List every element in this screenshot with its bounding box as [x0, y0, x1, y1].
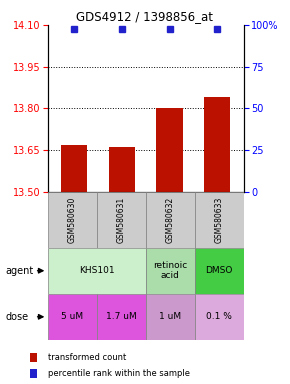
Bar — [61, 145, 87, 192]
Text: percentile rank within the sample: percentile rank within the sample — [48, 369, 190, 378]
Bar — [97, 192, 146, 248]
Text: GSM580633: GSM580633 — [215, 197, 224, 243]
Text: retinoic
acid: retinoic acid — [153, 261, 187, 280]
Text: GSM580630: GSM580630 — [68, 197, 77, 243]
Bar — [48, 192, 97, 248]
Bar — [146, 248, 195, 294]
Text: 1 uM: 1 uM — [159, 312, 181, 321]
Bar — [157, 108, 183, 192]
Bar — [195, 192, 244, 248]
Bar — [195, 248, 244, 294]
Text: 1.7 uM: 1.7 uM — [106, 312, 137, 321]
Text: 0.1 %: 0.1 % — [206, 312, 232, 321]
Text: GSM580631: GSM580631 — [117, 197, 126, 243]
Text: GDS4912 / 1398856_at: GDS4912 / 1398856_at — [77, 10, 213, 23]
Text: agent: agent — [6, 266, 34, 276]
Bar — [30, 369, 37, 378]
Text: dose: dose — [6, 312, 29, 322]
Text: transformed count: transformed count — [48, 353, 126, 362]
Bar — [146, 294, 195, 340]
Bar — [195, 294, 244, 340]
Bar — [48, 294, 97, 340]
Bar — [97, 294, 146, 340]
Text: GSM580632: GSM580632 — [166, 197, 175, 243]
Bar — [109, 147, 135, 192]
Bar — [146, 192, 195, 248]
Text: 5 uM: 5 uM — [61, 312, 84, 321]
Bar — [30, 353, 37, 362]
Bar — [48, 248, 146, 294]
Text: KHS101: KHS101 — [79, 266, 115, 275]
Text: DMSO: DMSO — [205, 266, 233, 275]
Bar — [204, 97, 231, 192]
